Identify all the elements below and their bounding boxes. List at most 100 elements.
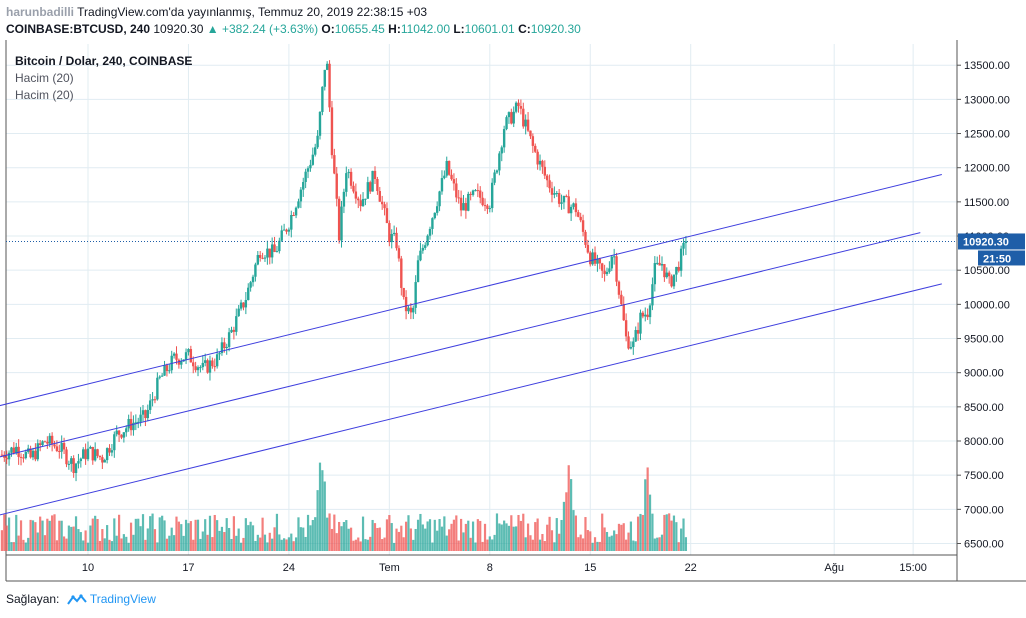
- candle-body: [658, 262, 661, 266]
- candle-body: [101, 457, 104, 463]
- candle-body: [3, 454, 6, 458]
- volume-bar: [225, 518, 228, 551]
- candle-body: [65, 449, 68, 465]
- y-tick-label: 7500.00: [964, 470, 1004, 482]
- volume-bar: [335, 533, 338, 551]
- volume-bar: [208, 515, 212, 551]
- candle-body: [435, 206, 439, 213]
- candle-body: [574, 203, 578, 213]
- price-chart[interactable]: 13500.00 13000.00 12500.00 12000.00 11500.00…: [0, 40, 1026, 582]
- candle-body: [404, 296, 408, 312]
- volume-bar: [541, 533, 544, 551]
- tradingview-logo-icon[interactable]: [66, 594, 87, 606]
- chart-area[interactable]: 13500.00 13000.00 12500.00 12000.00 11500.00…: [0, 40, 1026, 582]
- candle-body: [483, 205, 487, 207]
- volume-bar: [450, 523, 453, 551]
- candle-body: [392, 232, 396, 235]
- chart-legend: Bitcoin / Dolar, 240, COINBASE Hacim (20…: [15, 53, 192, 104]
- volume-bar: [228, 527, 231, 551]
- volume-bar: [247, 525, 250, 551]
- volume-bar: [648, 494, 652, 551]
- volume-bar: [522, 513, 525, 551]
- candle-body: [96, 449, 99, 456]
- candle-body: [309, 164, 312, 169]
- candle-body: [675, 266, 678, 275]
- volume-bar: [421, 524, 424, 551]
- candle-body: [132, 422, 135, 431]
- candle-body: [60, 443, 63, 452]
- volume-bar: [553, 542, 556, 551]
- candle-body: [670, 276, 673, 287]
- volume-bar: [493, 534, 496, 551]
- volume-bar: [15, 514, 18, 551]
- volume-bar: [151, 513, 154, 551]
- footer-brand[interactable]: TradingView: [89, 592, 156, 606]
- candle-body: [421, 247, 425, 251]
- volume-bar: [297, 517, 300, 551]
- candle-body: [371, 170, 374, 192]
- candle-body: [72, 458, 75, 474]
- volume-bar: [34, 522, 37, 551]
- candle-body: [146, 409, 149, 419]
- volume-bar: [194, 519, 197, 551]
- y-tick-label: 8000.00: [964, 436, 1004, 448]
- volume-bar: [364, 539, 367, 551]
- volume-bar: [144, 539, 147, 551]
- trendline: [0, 232, 921, 458]
- candle-body: [639, 312, 642, 334]
- grid-lines: [6, 44, 957, 555]
- candle-body: [172, 353, 176, 356]
- author-name[interactable]: harunbadilli: [6, 5, 75, 19]
- candle-body: [235, 316, 238, 332]
- candle-body: [507, 112, 511, 118]
- candle-body: [117, 430, 121, 435]
- volume-bar: [292, 541, 295, 551]
- legend-indicator-volume[interactable]: Hacim (20): [15, 71, 74, 85]
- candle-body: [347, 171, 350, 174]
- candle-body: [153, 399, 157, 401]
- volume-bar: [605, 531, 609, 551]
- volume-bar: [658, 537, 661, 551]
- volume-bar: [326, 517, 329, 551]
- candle-body: [268, 248, 271, 258]
- volume-bar: [182, 535, 185, 551]
- candle-body: [359, 200, 362, 207]
- candle-body: [110, 450, 114, 453]
- volume-bar: [132, 534, 135, 551]
- volume-bar: [244, 518, 247, 551]
- y-tick-label: 8500.00: [964, 402, 1004, 414]
- volume-bar: [206, 534, 209, 551]
- chart-header: harunbadilli TradingView.com'da yayınlan…: [0, 0, 1026, 40]
- volume-bar: [534, 522, 537, 551]
- candle-body: [5, 457, 8, 460]
- volume-bar: [665, 514, 668, 551]
- volume-bar: [192, 539, 195, 551]
- volume-bar: [479, 520, 482, 551]
- candle-body: [531, 136, 535, 146]
- candle-body: [328, 63, 331, 108]
- candle-body: [464, 203, 468, 211]
- candle-body: [493, 172, 496, 183]
- volume-bar: [158, 517, 161, 551]
- volume-bar: [184, 519, 188, 551]
- candle-body: [526, 119, 530, 131]
- legend-title[interactable]: Bitcoin / Dolar, 240, COINBASE: [15, 54, 193, 68]
- volume-bar: [507, 525, 511, 551]
- candle-body: [538, 160, 542, 165]
- volume-bar: [682, 518, 685, 551]
- legend-indicator-volume-2[interactable]: Hacim (20): [15, 88, 74, 102]
- volume-bar: [19, 520, 23, 551]
- volume-bar: [615, 534, 618, 551]
- candle-body: [569, 206, 573, 214]
- candle-body: [103, 460, 106, 463]
- candle-body: [311, 154, 315, 165]
- y-tick-label: 9000.00: [964, 368, 1004, 380]
- candle-body: [256, 255, 260, 265]
- candle-body: [108, 448, 111, 453]
- candle-body: [354, 191, 358, 199]
- candle-body: [314, 147, 317, 155]
- ohlc-line: COINBASE:BTCUSD, 240 10920.30 ▲ +382.24 …: [6, 22, 581, 36]
- volume-bar: [445, 535, 448, 551]
- volume-bar: [0, 530, 4, 551]
- volume-bar: [294, 537, 298, 551]
